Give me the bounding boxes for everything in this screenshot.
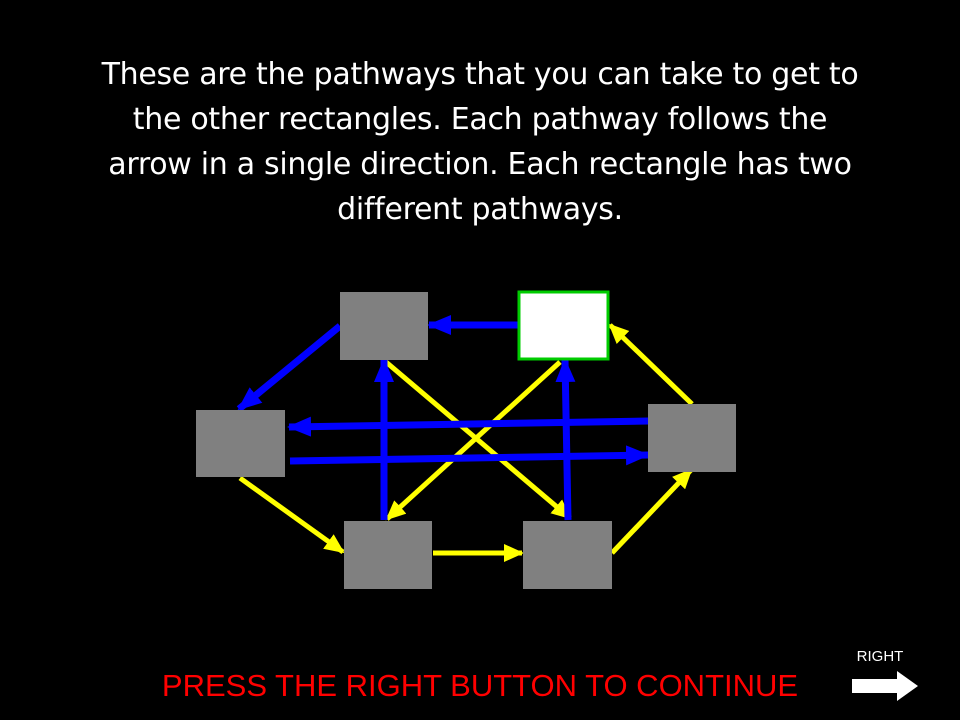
rectangle-top-right-current bbox=[517, 290, 610, 361]
rectangle-right bbox=[648, 404, 736, 472]
right-arrow-icon[interactable] bbox=[851, 670, 919, 702]
rectangle-top-left bbox=[340, 292, 428, 360]
rectangles bbox=[196, 290, 736, 589]
pathway-arrow bbox=[608, 323, 694, 406]
rectangle-bottom-right bbox=[523, 521, 612, 589]
pathway-arrow bbox=[238, 475, 345, 555]
right-button-label: RIGHT bbox=[856, 648, 904, 665]
instructions-line: These are the pathways that you can take… bbox=[101, 57, 859, 92]
pathway-arrow bbox=[287, 416, 649, 437]
pathway-arrow bbox=[385, 360, 562, 521]
pathway-arrow bbox=[384, 360, 572, 520]
pathway-arrow bbox=[236, 323, 343, 412]
rectangle-left bbox=[196, 410, 285, 477]
pathway-arrow bbox=[610, 468, 693, 555]
instructions-line: arrow in a single direction. Each rectan… bbox=[108, 147, 852, 182]
blue-pathways bbox=[236, 315, 650, 521]
pathway-arrow bbox=[289, 445, 650, 466]
rectangle-bottom-left bbox=[344, 521, 432, 589]
instructions-line: the other rectangles. Each pathway follo… bbox=[132, 102, 828, 137]
continue-prompt: PRESS THE RIGHT BUTTON TO CONTINUE bbox=[161, 668, 799, 703]
instructions-line: different pathways. bbox=[337, 192, 623, 227]
instructions-text: These are the pathways that you can take… bbox=[30, 52, 930, 232]
yellow-pathways bbox=[238, 323, 694, 562]
pathway-arrow bbox=[555, 358, 576, 521]
